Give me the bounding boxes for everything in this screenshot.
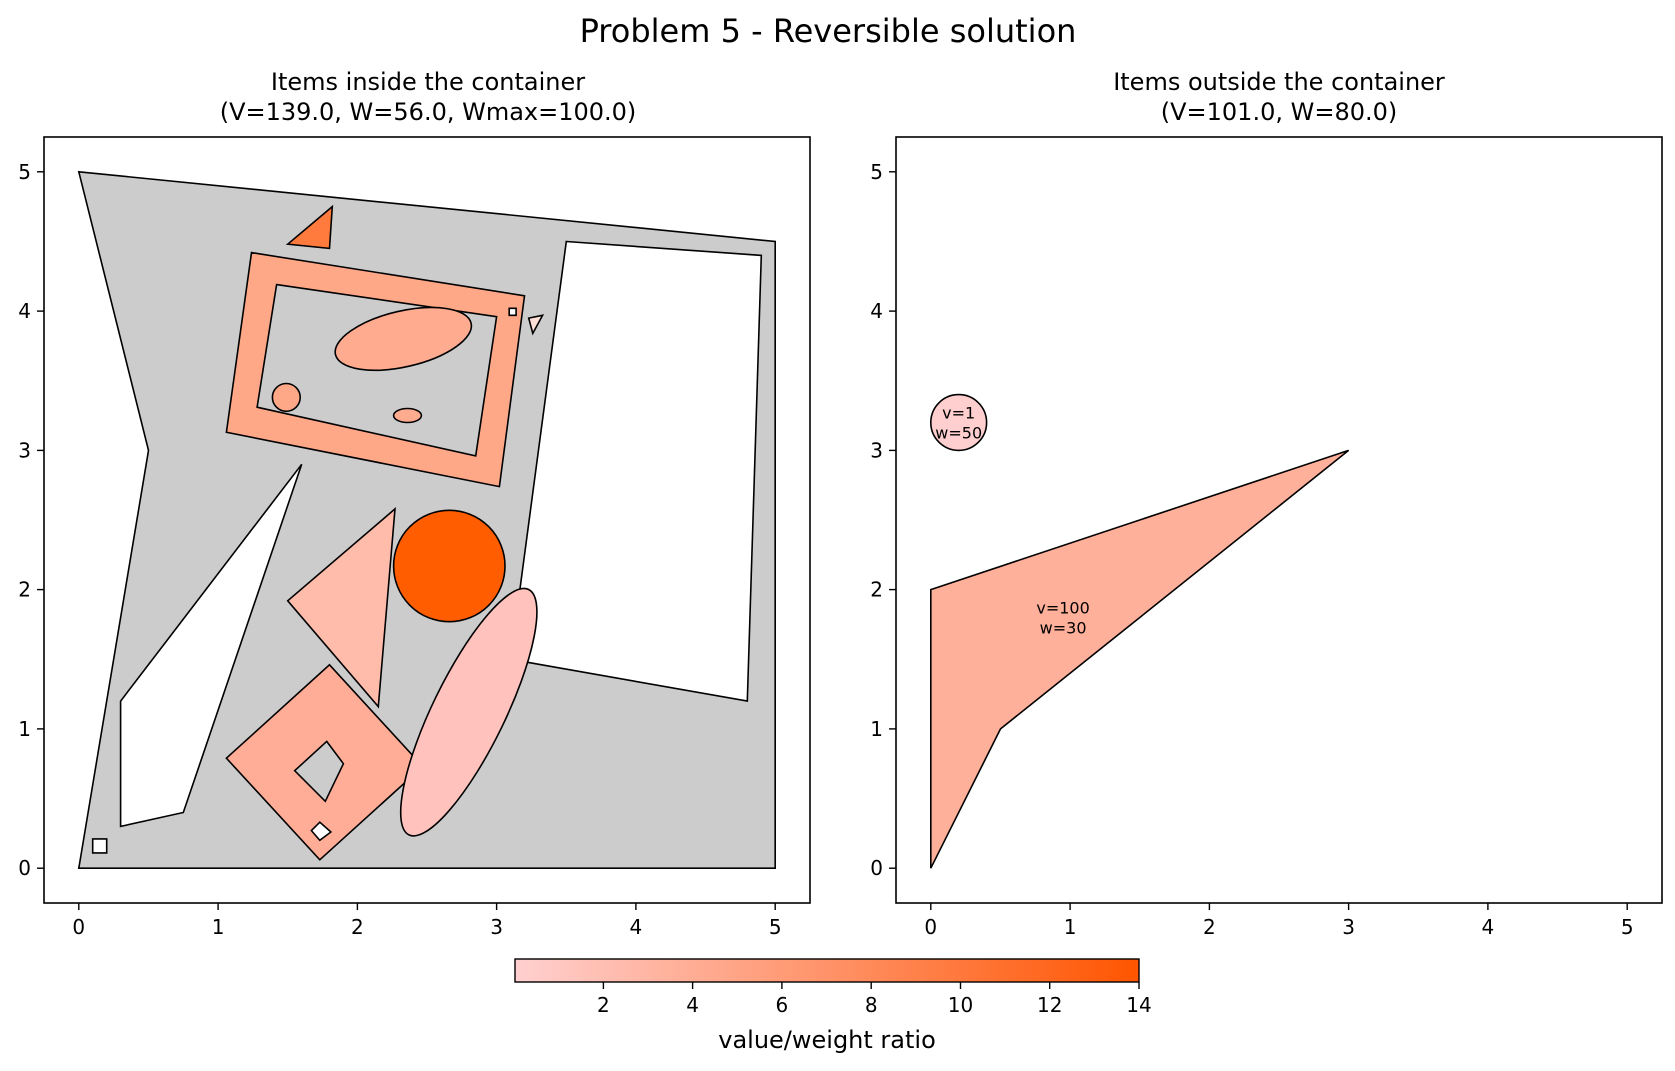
y-tick-label: 4 (18, 299, 31, 323)
outside-item-1-label: v=1 (942, 404, 975, 423)
x-tick-label: 3 (1342, 915, 1355, 939)
panel-outside-frame (895, 136, 1663, 904)
inside-item-9-ellipse (392, 509, 506, 623)
y-tick-label: 3 (18, 438, 31, 462)
x-tick-label: 3 (490, 915, 503, 939)
y-tick-label: 0 (870, 856, 883, 880)
y-tick-label: 5 (18, 160, 31, 184)
outside-item-2-polygon (930, 449, 1350, 869)
outside-item-2-label: v=100 (1036, 599, 1089, 618)
colorbar-label: value/weight ratio (718, 1026, 936, 1054)
inside-item-4-ellipse (271, 382, 301, 413)
inside-item-6-polygon (508, 307, 517, 317)
colorbar: 2 4 6 8 10 12 14 value/weight ratio (514, 958, 1152, 1054)
x-tick-label: 1 (212, 915, 225, 939)
x-tick-label: 1 (1064, 915, 1077, 939)
y-tick-label: 1 (18, 717, 31, 741)
x-tick-label: 4 (1482, 915, 1495, 939)
x-tick-label: 0 (72, 915, 85, 939)
panel-outside-title-line2: (V=101.0, W=80.0) (1161, 98, 1398, 126)
panel-inside-title-line1: Items inside the container (271, 68, 585, 96)
x-tick-label: 5 (769, 915, 782, 939)
y-tick-label: 0 (18, 856, 31, 880)
panel-outside: Items outside the container (V=101.0, W=… (870, 68, 1663, 939)
x-tick-label: 2 (1203, 915, 1216, 939)
panel-outside-title-line1: Items outside the container (1113, 68, 1445, 96)
x-tick-label: 5 (1621, 915, 1634, 939)
outside-item-1-ellipse (929, 393, 988, 452)
colorbar-tick-label: 14 (1126, 993, 1151, 1017)
inside-item-8-polygon (286, 507, 396, 709)
inside-item-7-polygon (527, 314, 545, 336)
colorbar-tick-label: 10 (948, 993, 973, 1017)
colorbar-tick-label: 2 (597, 993, 610, 1017)
colorbar-tick-label: 12 (1037, 993, 1062, 1017)
y-tick-label: 2 (18, 578, 31, 602)
y-tick-label: 5 (870, 160, 883, 184)
outside-item-2-label: w=30 (1040, 619, 1087, 638)
colorbar-gradient (514, 958, 1140, 983)
y-tick-label: 1 (870, 717, 883, 741)
x-tick-label: 4 (630, 915, 643, 939)
inside-item-2-frame (225, 251, 526, 488)
x-tick-label: 0 (924, 915, 937, 939)
colorbar-tick-label: 8 (865, 993, 878, 1017)
inside-item-3-ellipse (334, 306, 473, 372)
inside-item-11-polygon (310, 821, 333, 842)
inside-item-5-ellipse (392, 407, 423, 424)
colorbar-tick-label: 6 (776, 993, 789, 1017)
colorbar-tick-label: 4 (686, 993, 699, 1017)
x-tick-label: 2 (351, 915, 364, 939)
y-tick-label: 4 (870, 299, 883, 323)
inside-item-12-ellipse (399, 587, 538, 837)
inside-item-1-polygon (285, 204, 334, 250)
inside-item-10-frame (225, 663, 424, 861)
outside-item-1-label: w=50 (935, 424, 982, 443)
figure-title: Problem 5 - Reversible solution (580, 12, 1077, 50)
y-tick-label: 3 (870, 438, 883, 462)
panel-inside-frame (43, 136, 811, 904)
inside-item-13-polygon (91, 838, 108, 854)
y-tick-label: 2 (870, 578, 883, 602)
panel-inside: Items inside the container (V=139.0, W=5… (18, 68, 811, 939)
panel-inside-title-line2: (V=139.0, W=56.0, Wmax=100.0) (220, 98, 637, 126)
